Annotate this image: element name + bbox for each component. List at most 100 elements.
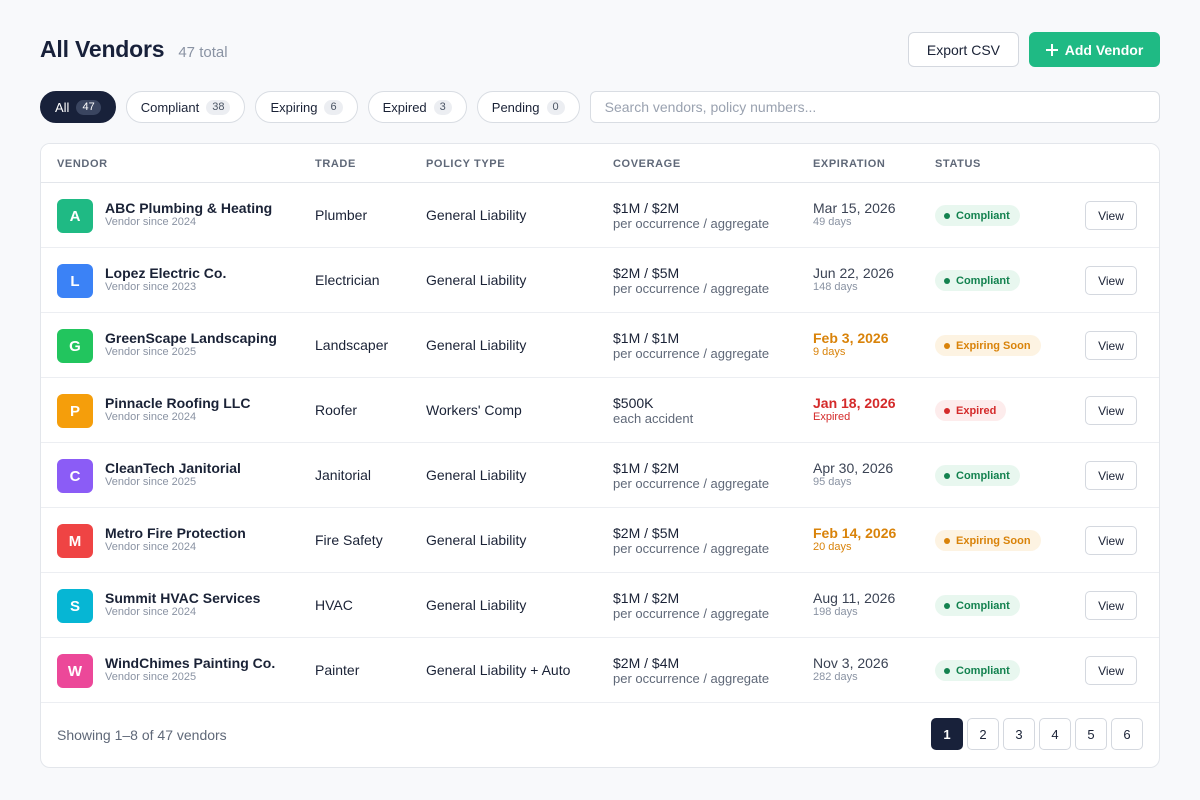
coverage-amount: $2M / $4M	[613, 655, 680, 671]
filter-chip-label: All	[55, 99, 70, 115]
vendor-name[interactable]: GreenScape Landscaping	[105, 330, 277, 346]
vendor-since: Vendor since 2024	[105, 216, 197, 228]
status-dot-icon	[944, 667, 950, 674]
status-badge: Expired	[935, 400, 1007, 421]
filter-chip-all[interactable]: All 47	[40, 91, 116, 123]
page-button-1[interactable]: 1	[931, 718, 963, 750]
column-header-status[interactable]: STATUS	[935, 158, 981, 170]
filter-chip-pending[interactable]: Pending 0	[476, 91, 580, 123]
vendor-name[interactable]: Metro Fire Protection	[105, 525, 246, 541]
coverage-basis: per occurrence / aggregate	[613, 541, 770, 556]
status-badge: Compliant	[935, 270, 1020, 291]
expiration-remaining: 49 days	[813, 216, 852, 228]
view-button[interactable]: View	[1085, 201, 1137, 230]
page-button-5[interactable]: 5	[1075, 718, 1107, 750]
coverage-basis: per occurrence / aggregate	[613, 476, 770, 491]
export-csv-button[interactable]: Export CSV	[907, 32, 1019, 67]
expiration-remaining: 148 days	[813, 281, 858, 293]
status-label: Compliant	[956, 599, 1010, 612]
vendor-avatar: S	[57, 589, 93, 623]
vendor-name[interactable]: ABC Plumbing & Heating	[105, 200, 273, 216]
view-button[interactable]: View	[1085, 526, 1137, 555]
vendor-since: Vendor since 2025	[105, 671, 197, 683]
status-badge: Compliant	[935, 205, 1020, 226]
add-vendor-button[interactable]: Add Vendor	[1029, 32, 1160, 67]
status-badge: Compliant	[935, 595, 1020, 616]
column-header-vendor[interactable]: VENDOR	[57, 158, 108, 170]
coverage-basis: each accident	[613, 411, 694, 426]
expiration-remaining: 9 days	[813, 346, 846, 358]
vendor-trade: Fire Safety	[315, 532, 383, 548]
coverage-amount: $1M / $2M	[613, 460, 680, 476]
coverage-basis: per occurrence / aggregate	[613, 216, 770, 231]
status-label: Compliant	[956, 209, 1010, 222]
column-header-policy-type[interactable]: POLICY TYPE	[426, 158, 506, 170]
status-badge: Expiring Soon	[935, 530, 1041, 551]
status-label: Expiring Soon	[956, 339, 1031, 352]
column-header-expiration[interactable]: EXPIRATION	[813, 158, 886, 170]
view-button[interactable]: View	[1085, 591, 1137, 620]
vendor-avatar: P	[57, 394, 93, 428]
expiration-remaining: Expired	[813, 411, 851, 423]
coverage-basis: per occurrence / aggregate	[613, 606, 770, 621]
vendor-avatar: M	[57, 524, 93, 558]
view-button[interactable]: View	[1085, 331, 1137, 360]
page-button-3[interactable]: 3	[1003, 718, 1035, 750]
filter-chip-count: 38	[206, 99, 231, 115]
vendor-name[interactable]: Lopez Electric Co.	[105, 265, 227, 281]
filter-chip-expired[interactable]: Expired 3	[367, 91, 467, 123]
expiration-date: Aug 11, 2026	[813, 590, 896, 606]
coverage-amount: $500K	[613, 395, 654, 411]
expiration-date: Nov 3, 2026	[813, 655, 889, 671]
filter-chip-compliant[interactable]: Compliant 38	[125, 91, 246, 123]
vendor-avatar: A	[57, 199, 93, 233]
expiration-date: Apr 30, 2026	[813, 460, 894, 476]
vendor-name[interactable]: Pinnacle Roofing LLC	[105, 395, 251, 411]
table-row: W WindChimes Painting Co. Vendor since 202…	[41, 638, 1159, 703]
view-button[interactable]: View	[1085, 656, 1137, 685]
page-button-6[interactable]: 6	[1111, 718, 1143, 750]
vendor-trade: Roofer	[315, 402, 358, 418]
vendor-name[interactable]: WindChimes Painting Co.	[105, 655, 276, 671]
vendor-name[interactable]: CleanTech Janitorial	[105, 460, 241, 476]
vendor-trade: Landscaper	[315, 337, 389, 353]
expiration-date: Jun 22, 2026	[813, 265, 894, 281]
status-label: Expiring Soon	[956, 534, 1031, 547]
view-button[interactable]: View	[1085, 461, 1137, 490]
vendor-avatar: C	[57, 459, 93, 493]
column-header-trade[interactable]: TRADE	[315, 158, 356, 170]
column-header-coverage[interactable]: COVERAGE	[613, 158, 681, 170]
expiration-date: Feb 3, 2026	[813, 330, 889, 346]
coverage-amount: $2M / $5M	[613, 525, 680, 541]
status-dot-icon	[944, 342, 950, 349]
policy-type: General Liability	[426, 272, 527, 288]
status-label: Compliant	[956, 274, 1010, 287]
vendor-name[interactable]: Summit HVAC Services	[105, 590, 261, 606]
filter-chip-label: Expired	[382, 99, 427, 115]
page-button-4[interactable]: 4	[1039, 718, 1071, 750]
expiration-remaining: 282 days	[813, 671, 858, 683]
vendor-trade: Plumber	[315, 207, 368, 223]
page-button-2[interactable]: 2	[967, 718, 999, 750]
coverage-basis: per occurrence / aggregate	[613, 671, 770, 686]
page-title: All Vendors	[40, 36, 165, 62]
vendor-since: Vendor since 2024	[105, 411, 197, 423]
expiration-date: Mar 15, 2026	[813, 200, 896, 216]
filter-chip-expiring[interactable]: Expiring 6	[255, 91, 358, 123]
view-button[interactable]: View	[1085, 396, 1137, 425]
vendor-since: Vendor since 2025	[105, 476, 197, 488]
total-count: 47 total	[178, 44, 228, 61]
filter-chip-count: 0	[546, 99, 565, 115]
view-button[interactable]: View	[1085, 266, 1137, 295]
showing-summary: Showing 1–8 of 47 vendors	[57, 727, 227, 743]
search-input[interactable]	[589, 91, 1160, 123]
status-dot-icon	[944, 212, 950, 219]
vendor-since: Vendor since 2024	[105, 541, 197, 553]
table-row: A ABC Plumbing & Heating Vendor since 2024…	[41, 183, 1159, 248]
table-row: S Summit HVAC Services Vendor since 2024 HV…	[41, 573, 1159, 638]
status-dot-icon	[944, 602, 950, 609]
expiration-date: Feb 14, 2026	[813, 525, 897, 541]
status-badge: Expiring Soon	[935, 335, 1041, 356]
table-row: P Pinnacle Roofing LLC Vendor since 2024 Ro…	[41, 378, 1159, 443]
